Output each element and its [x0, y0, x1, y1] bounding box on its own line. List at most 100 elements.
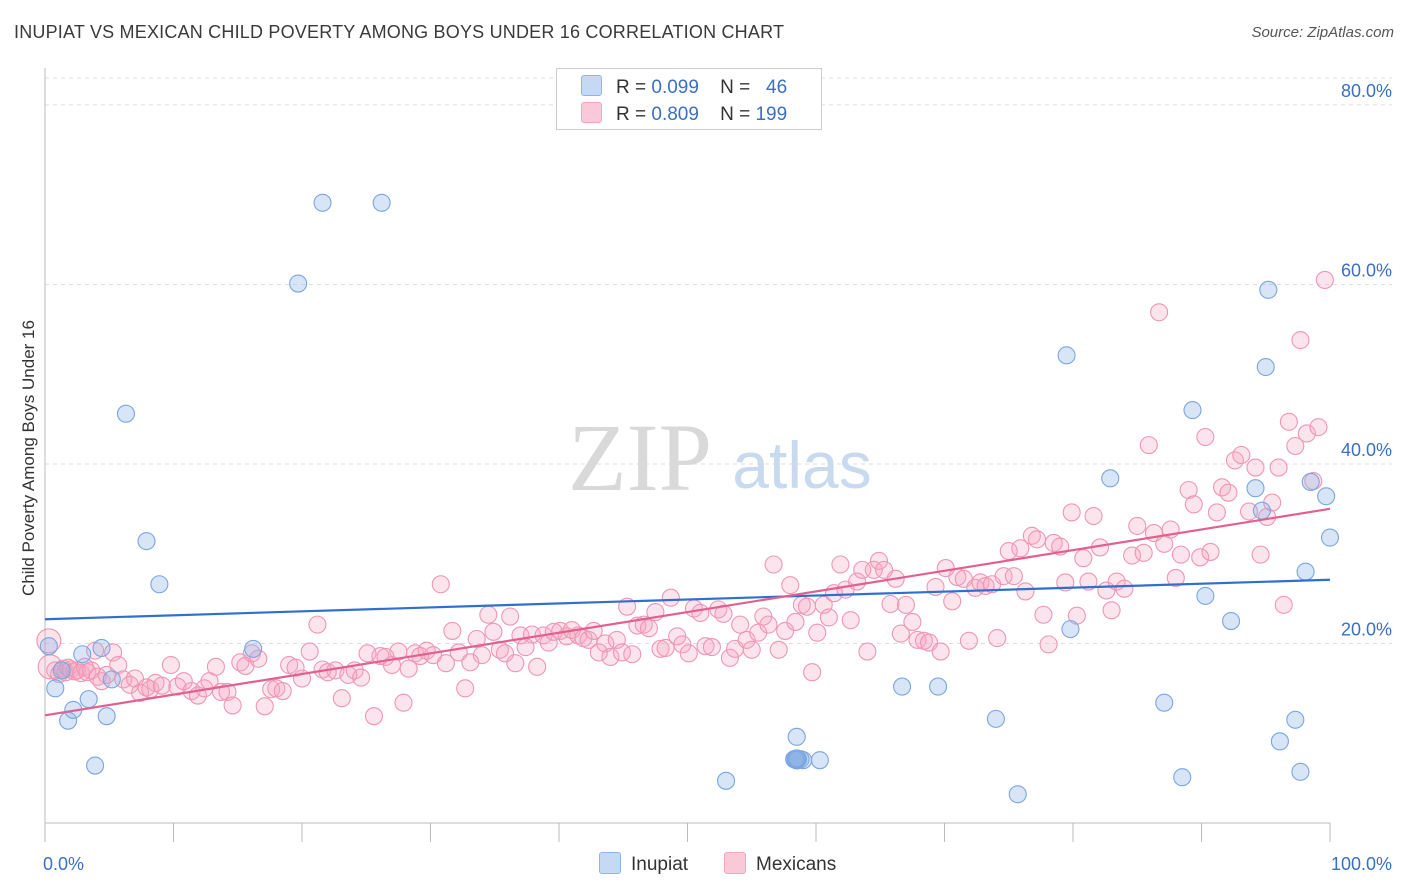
mexicans-point [1034, 605, 1053, 624]
mexicans-point [273, 682, 292, 701]
inupiat-point [1222, 611, 1241, 631]
mexicans-point [841, 611, 860, 630]
r-label: R = [616, 77, 647, 98]
mexicans-point [456, 679, 475, 698]
mexicans-point [696, 637, 715, 656]
mexicans-point [819, 608, 838, 627]
mexicans-point [1016, 582, 1035, 601]
mexicans-point [436, 654, 455, 673]
mexicans-point [831, 555, 850, 574]
mexicans-point [174, 672, 193, 691]
stats-legend: R = 0.099 N = 46 R = 0.809 N = 199 [556, 68, 822, 130]
mexicans-point [1074, 549, 1093, 568]
mexicans-point [623, 645, 642, 664]
inupiat-point [1008, 785, 1027, 804]
mexicans-point [1246, 458, 1265, 477]
watermark-atlas: atlas [732, 428, 871, 502]
inupiat-point [1246, 479, 1265, 498]
mexicans-point [501, 607, 520, 626]
mexicans-point [506, 654, 525, 673]
inupiat-point [1317, 487, 1336, 506]
legend-label-inupiat: Inupiat [631, 854, 689, 875]
tick-labels: 20.0% 40.0% 60.0% 80.0% 0.0% 100.0% [43, 81, 1392, 874]
mexicans-point [1274, 595, 1293, 614]
chart-title: INUPIAT VS MEXICAN CHILD POVERTY AMONG B… [14, 22, 785, 42]
inupiat-point [986, 709, 1005, 728]
inupiat-point [786, 750, 805, 769]
source-label: Source: ZipAtlas.com [1251, 24, 1394, 41]
mexicans-point [769, 640, 788, 659]
mexicans-point [300, 642, 319, 661]
x-tick-label: 0.0% [43, 854, 84, 874]
mexicans-point [869, 551, 889, 570]
inupiat-point [1301, 472, 1320, 491]
inupiat-point [79, 690, 98, 709]
mexicans-point [1128, 516, 1147, 535]
inupiat-point [1155, 693, 1174, 712]
mexicans-point [206, 657, 225, 676]
mexicans-point [1039, 635, 1058, 654]
mexicans-point [152, 676, 171, 695]
mexicans-point [731, 615, 750, 634]
mexicans-point [399, 659, 418, 678]
inupiat-point [810, 751, 829, 770]
y-tick-label: 60.0% [1341, 260, 1392, 280]
trend-lines [44, 507, 1331, 717]
mexicans-point [881, 594, 900, 614]
inupiat-point [1057, 346, 1076, 365]
mexicans-point [759, 615, 778, 634]
inupiat-point [39, 637, 58, 656]
mexicans-point [472, 646, 491, 665]
mexicans-point [803, 663, 822, 682]
mexicans-point [589, 643, 608, 662]
inupiat-point [46, 679, 65, 698]
mexicans-point [249, 649, 268, 668]
inupiat-point [1320, 528, 1340, 547]
inupiat-point [1101, 469, 1120, 488]
mexicans-point [786, 612, 805, 631]
mexicans-point [742, 640, 761, 659]
r-value: 0.809 [651, 104, 699, 125]
mexicans-point [1315, 270, 1334, 290]
inupiat-point [97, 707, 116, 726]
mexicans-point [36, 628, 62, 654]
y-tick-label: 40.0% [1341, 440, 1392, 460]
mexicans-point [1062, 503, 1081, 522]
inupiat-point [92, 638, 111, 658]
n-value: 46 [766, 77, 788, 98]
mexicans-point [931, 642, 950, 661]
mexicans-swatch [581, 102, 602, 123]
mexicans-point [332, 689, 351, 708]
mexicans-point [364, 707, 384, 726]
y-tick-label: 80.0% [1341, 81, 1392, 101]
mexicans-point [1219, 483, 1238, 502]
mexicans-point [1166, 568, 1185, 588]
mexicans-point [776, 621, 795, 640]
mexicans-point [943, 592, 962, 611]
mexicans-point [1139, 436, 1158, 455]
x-tick-label: 100.0% [1331, 854, 1392, 874]
watermark-zip: ZIP [568, 404, 712, 511]
mexicans-trend-line [44, 507, 1331, 717]
watermark: ZIP atlas [568, 404, 872, 511]
inupiat-point [1183, 401, 1202, 420]
mexicans-point [461, 653, 480, 672]
inupiat-point [716, 771, 736, 790]
inupiat-point [929, 677, 948, 696]
mexicans-point [1286, 436, 1305, 456]
legend-item-inupiat: Inupiat [599, 852, 688, 876]
mexicans-point [702, 638, 721, 657]
mexicans-point [858, 642, 877, 661]
mexicans-point [1011, 539, 1030, 558]
mexicans-point [1239, 502, 1259, 521]
inupiat-point [1286, 710, 1305, 729]
mexicans-point [528, 657, 547, 676]
n-label: N = [720, 104, 751, 125]
mexicans-point [896, 595, 916, 614]
mexicans-point [1004, 567, 1023, 586]
inupiat-point [102, 670, 121, 689]
mexicans-point [394, 693, 413, 712]
inupiat-point [244, 639, 263, 658]
legend-label-mexicans: Mexicans [756, 854, 837, 875]
mexicans-point [1184, 495, 1203, 514]
